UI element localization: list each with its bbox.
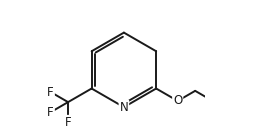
Text: F: F [47,86,54,98]
Text: O: O [173,94,182,107]
Text: F: F [65,116,71,129]
Text: F: F [47,106,54,119]
Text: N: N [120,101,128,114]
